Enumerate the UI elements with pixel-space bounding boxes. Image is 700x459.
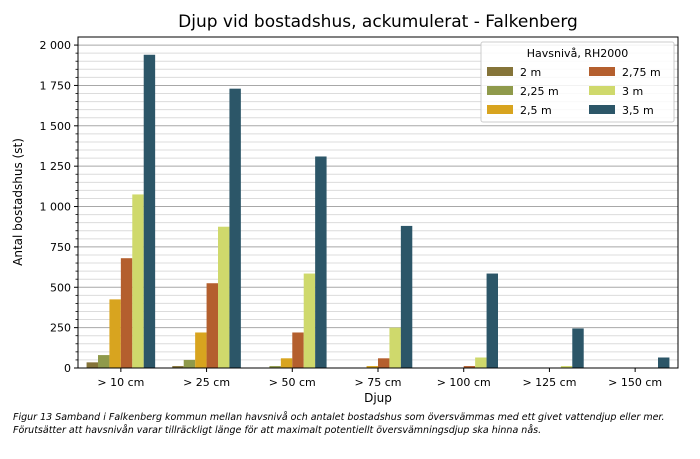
y-tick-label: 1 000 bbox=[40, 201, 72, 214]
bar bbox=[280, 358, 293, 368]
bars bbox=[86, 54, 670, 369]
y-axis-label: Antal bostadshus (st) bbox=[11, 138, 25, 266]
plot-frame bbox=[77, 36, 679, 369]
bar bbox=[560, 366, 573, 368]
bar bbox=[400, 225, 413, 368]
x-tick-label: > 100 cm bbox=[437, 376, 491, 389]
legend-swatch bbox=[589, 105, 615, 114]
y-tick-label: 500 bbox=[50, 281, 71, 294]
bar bbox=[269, 366, 281, 368]
bar bbox=[572, 328, 584, 368]
x-tick-label: > 10 cm bbox=[97, 376, 144, 389]
y-tick-label: 750 bbox=[50, 241, 71, 254]
bar bbox=[658, 357, 670, 368]
bar bbox=[98, 355, 110, 368]
y-tick-label: 250 bbox=[50, 322, 71, 335]
bar bbox=[206, 283, 218, 368]
axes: > 10 cm > 25 cm > 50 cm > 75 cm > 100 cm > 12… bbox=[40, 36, 679, 389]
bar bbox=[315, 156, 327, 368]
x-tick-label: > 25 cm bbox=[183, 376, 230, 389]
x-tick-label: > 125 cm bbox=[522, 376, 576, 389]
legend-swatch bbox=[589, 67, 615, 76]
legend-swatch bbox=[487, 86, 513, 95]
bar bbox=[183, 359, 196, 368]
bar bbox=[120, 258, 133, 368]
bar bbox=[475, 357, 487, 368]
y-tick-label: 1 500 bbox=[40, 120, 72, 133]
bar bbox=[172, 366, 184, 368]
bar bbox=[86, 362, 98, 368]
bar bbox=[229, 88, 241, 369]
y-tick-label: 1 750 bbox=[40, 79, 72, 92]
bar bbox=[389, 327, 401, 368]
y-tick-label: 0 bbox=[64, 362, 71, 375]
bar bbox=[218, 226, 230, 368]
legend-swatch bbox=[589, 86, 615, 95]
x-tick-label: > 75 cm bbox=[355, 376, 402, 389]
bar bbox=[486, 273, 498, 368]
y-tick-label: 2 000 bbox=[40, 39, 72, 52]
legend-title: Havsnivå, RH2000 bbox=[527, 47, 628, 60]
chart-title: Djup vid bostadshus, ackumulerat - Falke… bbox=[178, 12, 578, 32]
legend-label: 2,75 m bbox=[622, 66, 661, 79]
legend-label: 3 m bbox=[622, 85, 643, 98]
legend: Havsnivå, RH2000 2 m 2,25 m 2,5 m 2,75 m 3 m 3… bbox=[480, 41, 675, 123]
legend-label: 3,5 m bbox=[622, 104, 654, 117]
figure-caption: Figur 13 Samband i Falkenberg kommun mel… bbox=[13, 412, 665, 436]
legend-label: 2 m bbox=[520, 66, 541, 79]
x-tick-label: > 50 cm bbox=[269, 376, 316, 389]
legend-label: 2,5 m bbox=[520, 104, 552, 117]
bar bbox=[195, 332, 207, 368]
chart: Djup vid bostadshus, ackumulerat - Falke… bbox=[11, 12, 679, 405]
legend-label: 2,25 m bbox=[520, 85, 559, 98]
bar bbox=[292, 332, 304, 368]
bar bbox=[303, 273, 316, 368]
legend-swatch bbox=[487, 67, 513, 76]
bar bbox=[143, 54, 156, 368]
y-tick-label: 1 250 bbox=[40, 160, 72, 173]
legend-box bbox=[480, 41, 675, 123]
bar bbox=[132, 194, 144, 368]
bar bbox=[463, 366, 476, 368]
x-axis-label: Djup bbox=[364, 391, 392, 405]
bar bbox=[366, 366, 378, 368]
x-tick-label: > 150 cm bbox=[608, 376, 662, 389]
legend-swatch bbox=[487, 105, 513, 114]
bar bbox=[109, 299, 121, 368]
bar bbox=[378, 358, 390, 368]
